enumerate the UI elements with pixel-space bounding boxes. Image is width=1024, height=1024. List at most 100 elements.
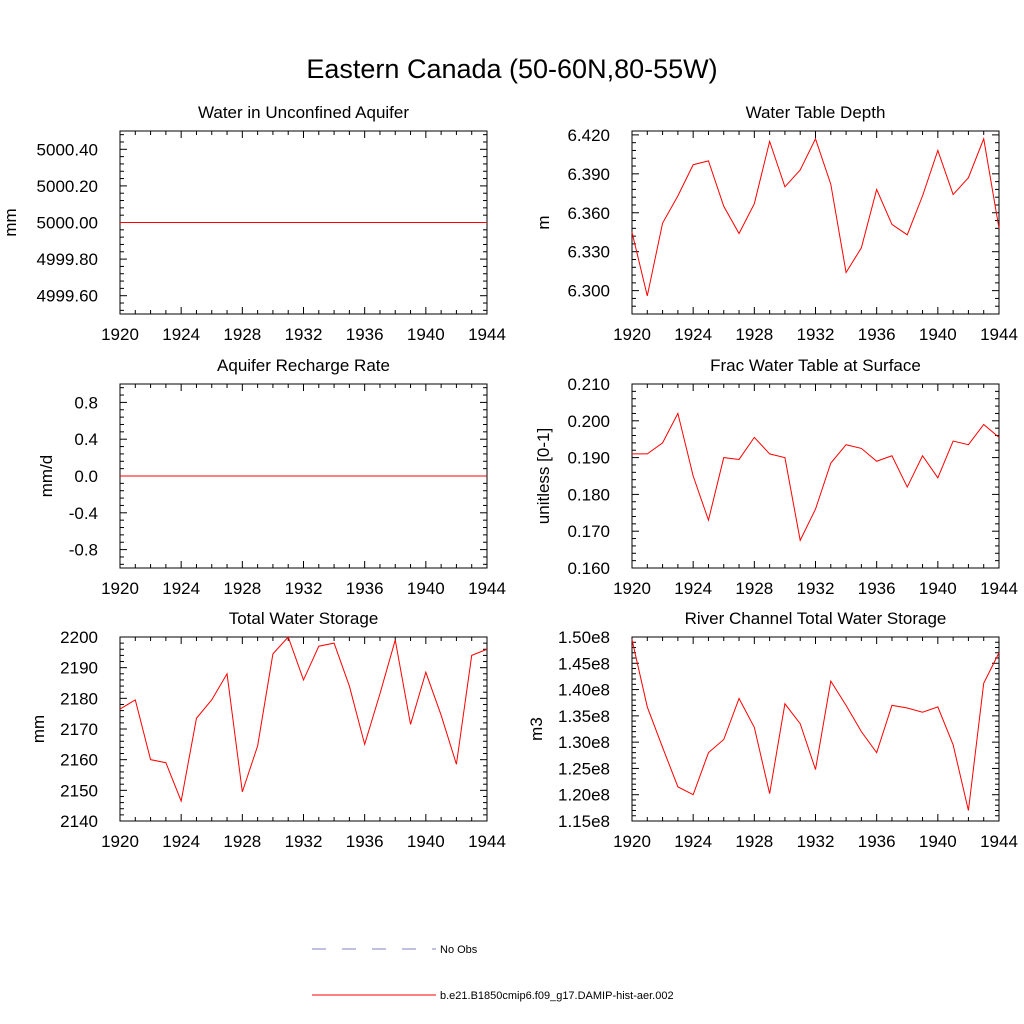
y-tick-label: 1.30e8 [558, 733, 610, 752]
plot-frame [119, 636, 488, 822]
x-tick-label: 1924 [162, 832, 200, 851]
panel-4: Frac Water Table at Surface 1920 1924 1928 1… [534, 356, 1018, 598]
y-tick-label: 6.300 [567, 282, 610, 301]
y-tick-label: 2140 [60, 812, 98, 831]
x-tick-label: 1932 [285, 325, 323, 344]
panel-title: Frac Water Table at Surface [710, 356, 921, 375]
series-line [119, 636, 488, 803]
x-tick-label: 1924 [674, 325, 712, 344]
y-tick-label: 0.200 [567, 412, 610, 431]
y-tick-label: -0.8 [69, 541, 98, 560]
x-tick-label: 1920 [613, 325, 651, 344]
plot-frame [631, 383, 1000, 569]
y-tick-label: 6.330 [567, 243, 610, 262]
x-tick-label: 1940 [407, 325, 445, 344]
x-tick-label: 1940 [919, 325, 957, 344]
x-tick-label: 1928 [223, 325, 261, 344]
y-tick-label: 1.20e8 [558, 786, 610, 805]
x-tick-label: 1928 [223, 579, 261, 598]
plot-frame [631, 636, 1000, 822]
y-tick-label: 2180 [60, 689, 98, 708]
y-axis-label: mm/d [37, 455, 56, 498]
x-tick-label: 1920 [613, 579, 651, 598]
panels-group: Water in Unconfined Aquifer 1920 1924 1928 1… [1, 103, 1018, 851]
x-tick-label: 1940 [407, 579, 445, 598]
panel-3: Aquifer Recharge Rate 1920 1924 1928 1932 193… [37, 356, 506, 598]
y-tick-label: 6.360 [567, 204, 610, 223]
x-tick-label: 1928 [223, 832, 261, 851]
x-tick-label: 1920 [101, 325, 139, 344]
x-tick-label: 1944 [468, 579, 506, 598]
panel-title: Aquifer Recharge Rate [217, 356, 390, 375]
panel-title: Water Table Depth [746, 103, 886, 122]
legend: No Obs b.e21.B1850cmip6.f09_g17.DAMIP-hi… [312, 944, 674, 1002]
x-tick-label: 1944 [980, 832, 1018, 851]
x-tick-label: 1932 [797, 325, 835, 344]
x-tick-label: 1940 [407, 832, 445, 851]
y-axis-label: unitless [0-1] [534, 428, 553, 524]
y-tick-label: 4999.60 [37, 287, 98, 306]
x-tick-label: 1924 [674, 832, 712, 851]
y-tick-label: 0.160 [567, 559, 610, 578]
x-tick-label: 1940 [919, 832, 957, 851]
x-tick-label: 1932 [797, 579, 835, 598]
y-axis-label: mm [29, 715, 48, 743]
y-tick-label: 0.8 [74, 393, 98, 412]
y-tick-label: 1.25e8 [558, 759, 610, 778]
plot-frame [631, 130, 1000, 315]
x-tick-label: 1936 [346, 325, 384, 344]
legend-obs-label: No Obs [440, 944, 478, 956]
y-tick-label: 1.45e8 [558, 654, 610, 673]
series-line [632, 412, 1000, 542]
x-tick-label: 1924 [674, 579, 712, 598]
series-line [631, 136, 1000, 296]
x-tick-label: 1932 [285, 579, 323, 598]
y-tick-label: 2160 [60, 751, 98, 770]
y-tick-label: 4999.80 [37, 250, 98, 269]
y-axis-label: m3 [527, 717, 546, 741]
y-tick-label: 1.35e8 [558, 707, 610, 726]
panel-5: Total Water Storage 1920 1924 1928 1932 1936 1… [29, 609, 506, 851]
y-tick-label: 0.190 [567, 449, 610, 468]
y-tick-label: -0.4 [69, 504, 98, 523]
x-tick-label: 1928 [735, 325, 773, 344]
x-tick-label: 1924 [162, 325, 200, 344]
y-tick-label: 0.210 [567, 375, 610, 394]
panel-6: River Channel Total Water Storage 1920 192… [527, 609, 1018, 851]
y-tick-label: 5000.20 [37, 177, 98, 196]
y-tick-label: 0.0 [74, 467, 98, 486]
y-tick-label: 0.180 [567, 485, 610, 504]
y-tick-label: 6.420 [567, 126, 610, 145]
panel-title: River Channel Total Water Storage [685, 609, 947, 628]
x-tick-label: 1944 [468, 325, 506, 344]
x-tick-label: 1932 [797, 832, 835, 851]
x-tick-label: 1936 [858, 832, 896, 851]
y-tick-label: 2170 [60, 720, 98, 739]
y-tick-label: 1.15e8 [558, 812, 610, 831]
y-tick-label: 2150 [60, 781, 98, 800]
x-tick-label: 1936 [346, 832, 384, 851]
x-tick-label: 1920 [101, 832, 139, 851]
x-tick-label: 1936 [858, 579, 896, 598]
panel-title: Total Water Storage [229, 609, 379, 628]
y-tick-label: 6.390 [567, 165, 610, 184]
x-tick-label: 1920 [613, 832, 651, 851]
x-tick-label: 1920 [101, 579, 139, 598]
x-tick-label: 1944 [980, 325, 1018, 344]
y-tick-label: 1.40e8 [558, 681, 610, 700]
y-tick-label: 5000.40 [37, 140, 98, 159]
page-title: Eastern Canada (50-60N,80-55W) [306, 54, 718, 84]
y-tick-label: 0.4 [74, 430, 98, 449]
y-axis-label: mm [1, 208, 20, 236]
x-tick-label: 1940 [919, 579, 957, 598]
y-tick-label: 1.50e8 [558, 628, 610, 647]
y-tick-label: 2200 [60, 628, 98, 647]
panel-2: Water Table Depth 1920 1924 1928 1932 1936 194… [534, 103, 1018, 344]
legend-model-label: b.e21.B1850cmip6.f09_g17.DAMIP-hist-aer.… [440, 990, 674, 1002]
panel-title: Water in Unconfined Aquifer [198, 103, 409, 122]
x-tick-label: 1936 [346, 579, 384, 598]
series-line [631, 639, 1000, 811]
x-tick-label: 1944 [980, 579, 1018, 598]
x-tick-label: 1928 [735, 832, 773, 851]
